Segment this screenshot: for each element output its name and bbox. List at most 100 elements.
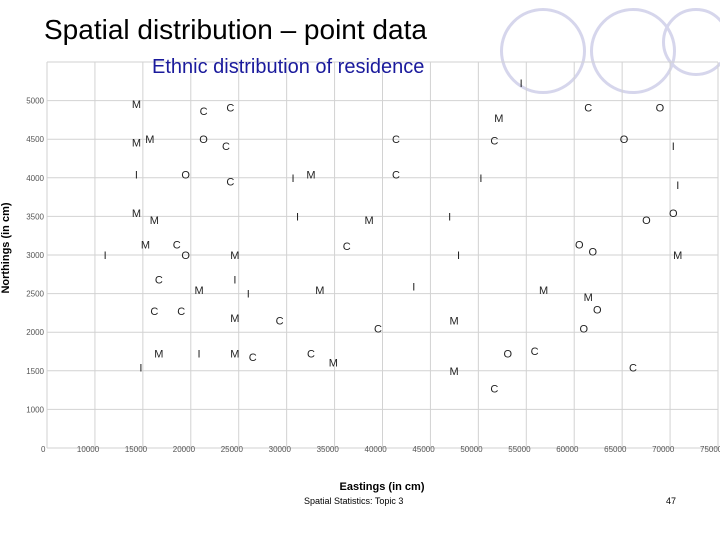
data-point-i: I: [233, 275, 236, 287]
data-point-m: M: [329, 357, 338, 369]
data-point-m: M: [673, 250, 682, 262]
data-point-m: M: [584, 292, 593, 304]
page-number: 47: [666, 496, 677, 506]
data-point-c: C: [155, 275, 163, 287]
data-point-m: M: [306, 169, 315, 181]
x-tick-label: 25000: [221, 445, 244, 454]
x-tick-labels: 0 10000 15000 20000 25000 30000 35000 40000 4500…: [41, 445, 720, 454]
data-point-m: M: [230, 250, 239, 262]
data-point-m: M: [132, 99, 141, 111]
data-point-c: C: [343, 241, 351, 253]
y-tick-label: 3000: [26, 251, 44, 260]
data-point-c: C: [150, 306, 158, 318]
x-tick-label: 40000: [365, 445, 388, 454]
data-point-c: C: [392, 169, 400, 181]
data-point-m: M: [145, 134, 154, 146]
data-point-o: O: [669, 208, 678, 220]
data-point-m: M: [132, 208, 141, 220]
data-point-m: M: [539, 285, 548, 297]
data-point-c: C: [584, 103, 592, 115]
data-point-o: O: [181, 250, 190, 262]
data-point-i: I: [479, 173, 482, 185]
footer-text: Spatial Statistics: Topic 3: [304, 496, 404, 506]
data-point-m: M: [132, 138, 141, 150]
slide-title: Spatial distribution – point data: [44, 14, 427, 45]
data-point-i: I: [104, 250, 107, 262]
data-point-m: M: [449, 315, 458, 327]
decorative-circle: [500, 8, 586, 94]
y-tick-label: 3500: [26, 212, 44, 221]
y-tick-label: 2000: [26, 328, 44, 337]
data-point-m: M: [154, 348, 163, 360]
y-tick-label: 1500: [26, 367, 44, 376]
data-point-i: I: [135, 169, 138, 181]
x-tick-label: 15000: [125, 445, 148, 454]
x-tick-label: 30000: [269, 445, 292, 454]
data-point-o: O: [580, 324, 589, 336]
y-tick-label: 1000: [26, 405, 44, 414]
y-tick-label: 5000: [26, 97, 44, 106]
y-tick-labels: 1000 1500 2000 2500 3000 3500 4000 4500 5000: [26, 97, 44, 415]
data-point-c: C: [226, 176, 234, 188]
data-point-c: C: [222, 141, 230, 153]
x-tick-label: 45000: [412, 445, 435, 454]
data-point-o: O: [503, 348, 512, 360]
data-point-m: M: [494, 113, 503, 125]
data-point-i: I: [676, 180, 679, 192]
x-tick-label: 70000: [652, 445, 675, 454]
data-point-c: C: [200, 106, 208, 118]
data-point-m: M: [230, 313, 239, 325]
x-tick-label: 65000: [604, 445, 627, 454]
data-point-i: I: [672, 141, 675, 153]
data-point-c: C: [226, 103, 234, 115]
x-tick-label: 75000: [700, 445, 720, 454]
data-point-c: C: [173, 239, 181, 251]
data-point-o: O: [199, 134, 208, 146]
data-point-o: O: [620, 134, 629, 146]
x-tick-label: 10000: [77, 445, 100, 454]
data-point-o: O: [181, 169, 190, 181]
data-point-c: C: [249, 352, 257, 364]
data-point-c: C: [392, 134, 400, 146]
chart-title: Ethnic distribution of residence: [152, 56, 425, 78]
data-point-o: O: [642, 215, 651, 227]
data-point-i: I: [292, 173, 295, 185]
data-point-o: O: [593, 305, 602, 317]
x-tick-label: 20000: [173, 445, 196, 454]
data-point-m: M: [364, 215, 373, 227]
data-point-i: I: [198, 348, 201, 360]
data-point-m: M: [195, 285, 204, 297]
decorative-circle: [662, 8, 720, 76]
y-tick-label: 4500: [26, 135, 44, 144]
chart-grid: [46, 61, 719, 449]
x-tick-label: 35000: [317, 445, 340, 454]
data-point-i: I: [457, 250, 460, 262]
data-point-c: C: [490, 383, 498, 395]
data-point-i: I: [247, 289, 250, 301]
data-point-o: O: [575, 239, 584, 251]
data-point-i: I: [139, 362, 142, 374]
x-tick-label: 55000: [508, 445, 531, 454]
data-point-c: C: [531, 346, 539, 358]
y-axis-label: Northings (in cm): [0, 202, 12, 293]
data-point-o: O: [656, 103, 665, 115]
data-point-m: M: [315, 285, 324, 297]
x-tick-label: 60000: [556, 445, 579, 454]
data-point-m: M: [449, 366, 458, 378]
data-point-i: I: [296, 211, 299, 223]
data-point-i: I: [412, 282, 415, 294]
data-point-c: C: [276, 315, 284, 327]
data-point-i: I: [448, 211, 451, 223]
data-point-c: C: [629, 362, 637, 374]
data-point-i: I: [520, 78, 523, 90]
data-point-m: M: [141, 239, 150, 251]
data-point-c: C: [490, 136, 498, 148]
data-point-m: M: [150, 215, 159, 227]
data-point-c: C: [374, 324, 382, 336]
x-axis-label: Eastings (in cm): [340, 481, 425, 493]
x-tick-label: 0: [41, 445, 46, 454]
x-tick-label: 50000: [460, 445, 483, 454]
data-point-c: C: [307, 348, 315, 360]
